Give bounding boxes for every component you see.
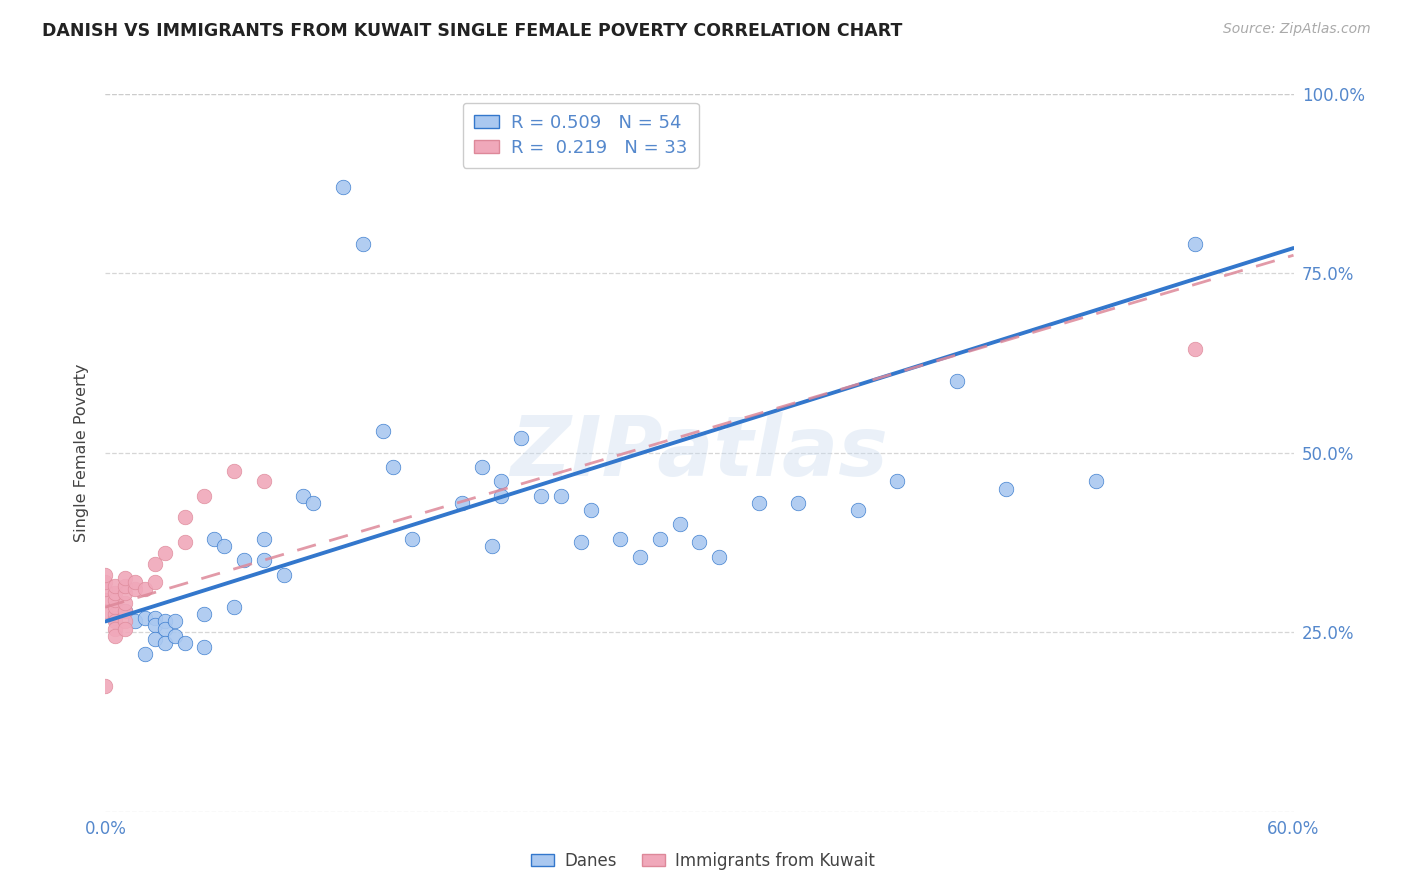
Point — [94, 567, 117, 582]
Point — [104, 593, 127, 607]
Text: Source: ZipAtlas.com: Source: ZipAtlas.com — [1223, 22, 1371, 37]
Point — [352, 237, 374, 252]
Point — [193, 640, 215, 654]
Point — [224, 600, 246, 615]
Point — [153, 615, 176, 629]
Point — [153, 546, 176, 560]
Point — [143, 632, 166, 647]
Point — [609, 532, 631, 546]
Point — [104, 600, 127, 615]
Point — [491, 475, 513, 489]
Point — [134, 611, 156, 625]
Point — [648, 532, 671, 546]
Text: ZIPatlas: ZIPatlas — [510, 412, 889, 493]
Point — [114, 604, 136, 618]
Point — [233, 553, 256, 567]
Point — [173, 636, 195, 650]
Point — [134, 647, 156, 661]
Point — [628, 549, 651, 564]
Point — [401, 532, 423, 546]
Point — [94, 604, 117, 618]
Point — [114, 571, 136, 585]
Point — [253, 475, 276, 489]
Point — [224, 464, 246, 478]
Point — [124, 582, 146, 596]
Point — [163, 629, 186, 643]
Point — [134, 582, 156, 596]
Point — [569, 535, 592, 549]
Point — [193, 489, 215, 503]
Point — [689, 535, 711, 549]
Point — [579, 503, 602, 517]
Point — [381, 460, 404, 475]
Point — [114, 585, 136, 599]
Point — [214, 539, 236, 553]
Point — [153, 636, 176, 650]
Y-axis label: Single Female Poverty: Single Female Poverty — [75, 363, 90, 542]
Point — [302, 496, 325, 510]
Point — [886, 475, 908, 489]
Point — [481, 539, 503, 553]
Point — [114, 622, 136, 636]
Point — [371, 424, 394, 438]
Point — [114, 604, 136, 618]
Point — [253, 553, 276, 567]
Text: DANISH VS IMMIGRANTS FROM KUWAIT SINGLE FEMALE POVERTY CORRELATION CHART: DANISH VS IMMIGRANTS FROM KUWAIT SINGLE … — [42, 22, 903, 40]
Point — [530, 489, 553, 503]
Point — [946, 374, 969, 388]
Point — [94, 593, 117, 607]
Point — [153, 622, 176, 636]
Legend: Danes, Immigrants from Kuwait: Danes, Immigrants from Kuwait — [524, 846, 882, 877]
Point — [709, 549, 731, 564]
Point — [143, 611, 166, 625]
Point — [94, 679, 117, 693]
Point — [173, 510, 195, 524]
Point — [104, 615, 127, 629]
Point — [94, 582, 117, 596]
Point — [114, 597, 136, 611]
Point — [104, 611, 127, 625]
Point — [173, 535, 195, 549]
Point — [668, 517, 690, 532]
Point — [143, 618, 166, 632]
Point — [143, 557, 166, 571]
Point — [163, 615, 186, 629]
Point — [332, 180, 354, 194]
Point — [253, 532, 276, 546]
Point — [104, 629, 127, 643]
Point — [143, 574, 166, 589]
Point — [450, 496, 472, 510]
Point — [273, 567, 295, 582]
Point — [104, 578, 127, 592]
Point — [550, 489, 572, 503]
Point — [193, 607, 215, 622]
Point — [124, 574, 146, 589]
Point — [104, 607, 127, 622]
Point — [94, 574, 117, 589]
Point — [510, 431, 533, 445]
Point — [292, 489, 315, 503]
Point — [995, 482, 1018, 496]
Point — [491, 489, 513, 503]
Point — [1184, 342, 1206, 356]
Point — [846, 503, 869, 517]
Point — [471, 460, 494, 475]
Point — [202, 532, 225, 546]
Point — [104, 585, 127, 599]
Legend: R = 0.509   N = 54, R =  0.219   N = 33: R = 0.509 N = 54, R = 0.219 N = 33 — [463, 103, 699, 168]
Point — [787, 496, 810, 510]
Point — [1084, 475, 1107, 489]
Point — [114, 615, 136, 629]
Point — [1184, 237, 1206, 252]
Point — [114, 578, 136, 592]
Point — [104, 622, 127, 636]
Point — [748, 496, 770, 510]
Point — [124, 615, 146, 629]
